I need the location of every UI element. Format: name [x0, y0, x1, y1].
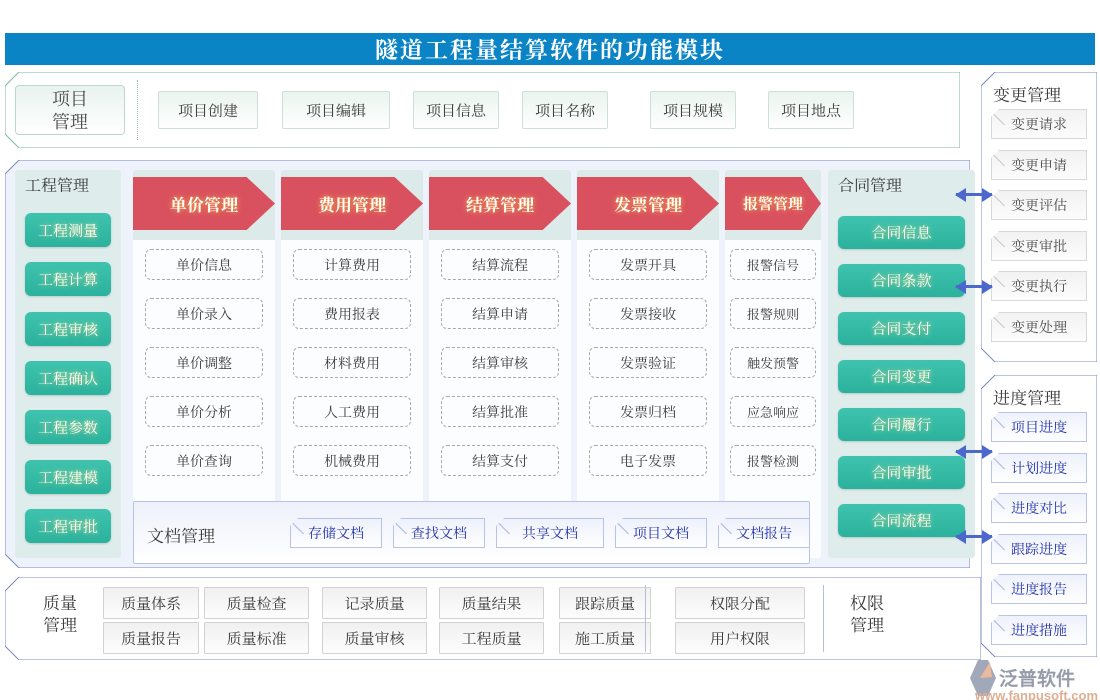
- svg-text:泛普软件: 泛普软件: [999, 667, 1075, 690]
